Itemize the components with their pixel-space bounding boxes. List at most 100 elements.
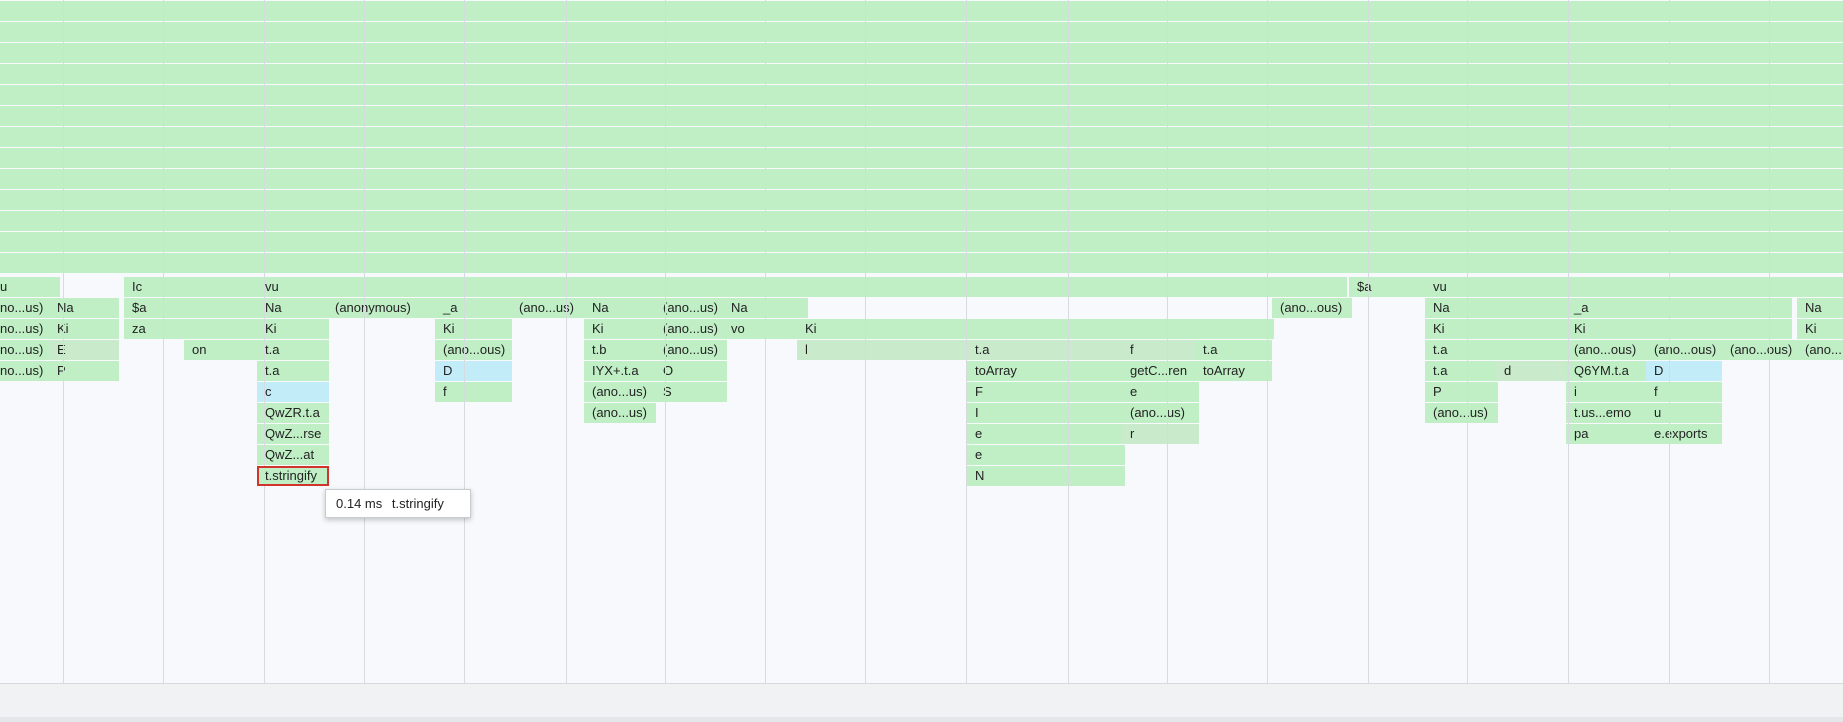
stack-frame[interactable]: (ano...ous) <box>1646 340 1730 360</box>
stack-frame[interactable]: no...us) <box>0 361 60 381</box>
stack-frame[interactable]: Na <box>257 298 329 318</box>
stack-frame[interactable]: P <box>49 361 119 381</box>
stack-frame[interactable]: Ki <box>257 319 329 339</box>
stack-band <box>0 1 1843 21</box>
stack-frame[interactable]: za <box>124 319 264 339</box>
stack-frame[interactable]: (ano...us) <box>584 403 656 423</box>
stack-frame[interactable]: e <box>967 424 1125 444</box>
stack-frame[interactable]: P <box>1425 382 1498 402</box>
stack-frame[interactable]: toArray <box>1195 361 1272 381</box>
stack-frame[interactable]: e <box>1122 382 1199 402</box>
stack-frame[interactable]: toArray <box>967 361 1125 381</box>
stack-band <box>0 64 1843 84</box>
stack-frame[interactable]: _a <box>1566 298 1792 318</box>
stack-frame[interactable]: (ano...us) <box>655 298 727 318</box>
stack-band <box>0 169 1843 189</box>
stack-band <box>0 253 1843 273</box>
stack-frame[interactable]: Q6YM.t.a <box>1566 361 1650 381</box>
stack-frame[interactable]: (ano...ous) <box>1722 340 1801 360</box>
stack-frame[interactable]: (ano...us) <box>1122 403 1199 423</box>
stack-band <box>0 43 1843 63</box>
stack-frame[interactable]: c <box>257 382 329 402</box>
stack-frame[interactable]: I <box>967 403 1125 423</box>
stack-frame[interactable]: getC...ren <box>1122 361 1199 381</box>
stack-frame[interactable]: D <box>1646 361 1722 381</box>
stack-frame[interactable]: Na <box>723 298 808 318</box>
stack-frame[interactable]: t.b <box>584 340 656 360</box>
stack-frame[interactable]: (ano...ous) <box>1566 340 1650 360</box>
stack-frame[interactable]: no...us) <box>0 340 60 360</box>
stack-frame[interactable]: u <box>1646 403 1722 423</box>
stack-frame[interactable]: F <box>967 382 1125 402</box>
stack-frame[interactable]: (anonymous) <box>327 298 440 318</box>
stack-frame[interactable]: Ki <box>1797 319 1843 339</box>
bottom-divider <box>0 717 1843 722</box>
stack-frame[interactable]: QwZR.t.a <box>257 403 329 423</box>
stack-frame[interactable]: _a <box>435 298 512 318</box>
stack-frame[interactable]: O <box>655 361 727 381</box>
stack-frame[interactable]: t.a <box>1425 340 1569 360</box>
stack-band <box>0 85 1843 105</box>
stack-band <box>0 148 1843 168</box>
stack-frame[interactable]: (ano...us) <box>511 298 584 318</box>
stack-frame[interactable]: QwZ...rse <box>257 424 329 444</box>
stack-frame[interactable]: t.a <box>967 340 1125 360</box>
stack-frame[interactable]: f <box>435 382 512 402</box>
stack-band <box>0 190 1843 210</box>
stack-frame[interactable]: $a <box>1349 277 1429 297</box>
horizontal-scrollbar[interactable] <box>0 683 1843 718</box>
stack-frame[interactable]: on <box>184 340 264 360</box>
stack-frame[interactable]: u <box>0 277 60 297</box>
stack-frame[interactable]: e.exports <box>1646 424 1722 444</box>
stack-frame[interactable]: t.a <box>1195 340 1272 360</box>
stack-frame[interactable]: S <box>655 382 727 402</box>
stack-frame[interactable]: vo <box>723 319 808 339</box>
stack-frame[interactable]: $a <box>124 298 264 318</box>
stack-frame[interactable]: Na <box>49 298 119 318</box>
stack-frame[interactable]: Ki <box>1425 319 1569 339</box>
stack-frame[interactable]: Ki <box>584 319 656 339</box>
stack-frame[interactable]: Ki <box>1566 319 1792 339</box>
stack-frame[interactable]: Ki <box>435 319 512 339</box>
stack-band <box>0 127 1843 147</box>
stack-frame[interactable]: l <box>797 340 970 360</box>
stack-frame[interactable]: no...us) <box>0 298 60 318</box>
stack-frame[interactable]: i <box>1566 382 1650 402</box>
stack-frame[interactable]: IYX+.t.a <box>584 361 656 381</box>
stack-frame[interactable]: (ano...us) <box>1425 403 1498 423</box>
stack-frame[interactable]: N <box>967 466 1125 486</box>
stack-frame[interactable]: d <box>1496 361 1569 381</box>
flame-chart[interactable]: u Ic vu $a vu no...us) Na $a Na (anonymous) _a (ano… <box>0 0 1843 683</box>
stack-frame[interactable]: t.a <box>257 361 329 381</box>
stack-frame[interactable]: (ano...us) <box>584 382 656 402</box>
stack-frame[interactable]: t.us...emo <box>1566 403 1650 423</box>
stack-frame[interactable]: e <box>967 445 1125 465</box>
stack-frame[interactable]: (ano...ous) <box>435 340 512 360</box>
stack-frame[interactable]: vu <box>1425 277 1843 297</box>
stack-frame[interactable]: Na <box>1797 298 1843 318</box>
stack-frame[interactable]: no...us) <box>0 319 60 339</box>
stack-frame[interactable]: Ki <box>49 319 119 339</box>
stack-frame[interactable]: (ano...us) <box>655 340 727 360</box>
stack-frame[interactable]: Na <box>1425 298 1569 318</box>
stack-frame[interactable]: t.a <box>257 340 329 360</box>
stack-frame[interactable]: D <box>435 361 512 381</box>
stack-frame[interactable]: (ano...ous) <box>1272 298 1352 318</box>
stack-frame[interactable]: r <box>1122 424 1199 444</box>
stack-frame[interactable]: E <box>49 340 119 360</box>
stack-frame[interactable]: f <box>1122 340 1199 360</box>
stack-frame[interactable]: Ki <box>797 319 1274 339</box>
stack-frame[interactable]: pa <box>1566 424 1650 444</box>
stack-band <box>0 22 1843 42</box>
stack-frame[interactable]: f <box>1646 382 1722 402</box>
stack-band <box>0 232 1843 252</box>
stack-frame[interactable]: Na <box>584 298 656 318</box>
stack-frame[interactable]: Ic <box>124 277 264 297</box>
stack-frame[interactable]: (ano... <box>1797 340 1843 360</box>
tooltip-function-name: t.stringify <box>391 496 444 511</box>
stack-frame[interactable]: vu <box>257 277 1347 297</box>
stack-frame[interactable]: (ano...us) <box>655 319 727 339</box>
selected-stack-frame[interactable]: t.stringify <box>257 466 329 486</box>
tooltip-time: 0.14 ms <box>336 496 383 511</box>
stack-frame[interactable]: QwZ...at <box>257 445 329 465</box>
